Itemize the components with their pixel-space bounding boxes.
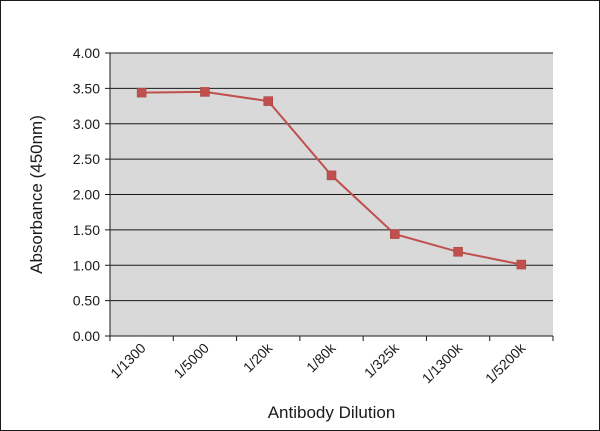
- x-tick-label: 1/5200k: [482, 339, 529, 386]
- y-tick-label: 3.50: [73, 80, 100, 96]
- y-tick-label: 4.00: [73, 45, 100, 61]
- y-tick-label: 3.00: [73, 116, 100, 132]
- y-tick-label: 1.00: [73, 257, 100, 273]
- y-tick-label: 0.00: [73, 328, 100, 344]
- axes: [109, 53, 554, 341]
- x-tick-label: 1/20k: [240, 339, 276, 375]
- data-point: [200, 87, 210, 97]
- y-axis-title: Absorbance (450nm): [27, 115, 46, 274]
- data-point: [263, 96, 273, 106]
- gridlines: [105, 52, 553, 337]
- x-tick-label: 1/325k: [361, 339, 403, 381]
- y-tick-labels: 0.00 0.50 1.00 1.50 2.00 2.50 3.00 3.50 4.00: [73, 45, 100, 344]
- x-tick-labels: 1/1300 1/5000 1/20k 1/80k 1/325k 1/1300k 1/520…: [107, 339, 529, 386]
- x-tick-label: 1/5000: [170, 340, 212, 382]
- y-tick-label: 2.00: [73, 187, 100, 203]
- series-group: [136, 87, 527, 270]
- data-point: [516, 259, 527, 270]
- data-point: [136, 87, 147, 98]
- x-axis-title: Antibody Dilution: [268, 403, 396, 422]
- x-tick-label: 1/1300: [107, 340, 149, 382]
- x-tick-label: 1/80k: [303, 339, 339, 375]
- x-tick-label: 1/1300k: [419, 339, 466, 386]
- y-tick-label: 2.50: [73, 151, 100, 167]
- y-tick-label: 0.50: [73, 293, 100, 309]
- data-point: [453, 247, 463, 257]
- y-tick-label: 1.50: [73, 222, 100, 238]
- data-point: [390, 229, 400, 239]
- data-point: [326, 170, 337, 181]
